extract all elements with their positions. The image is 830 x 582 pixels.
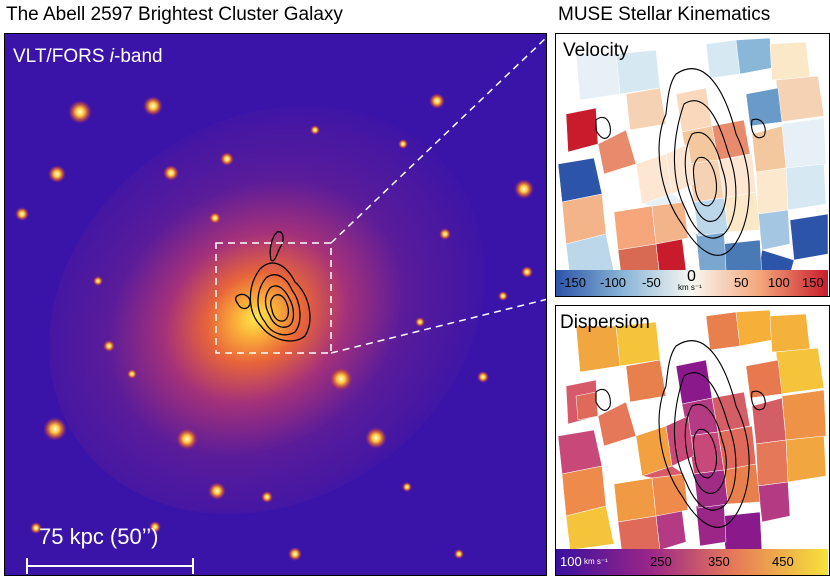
dispersion-colorbar-ticks: 100 km s⁻¹ 250 350 450: [560, 554, 794, 569]
dispersion-colorbar: [556, 549, 828, 575]
field-stars: [15, 93, 534, 561]
side-title: MUSE Stellar Kinematics: [558, 4, 771, 25]
galaxy-image: [5, 34, 546, 575]
instrument-label: VLT/FORS i-band: [13, 46, 163, 67]
zoom-box: [215, 242, 332, 354]
dispersion-contours: [595, 340, 766, 528]
velocity-map-panel: Velocity -150 -100 -50 0 km s⁻¹ 50 100 1…: [555, 33, 830, 297]
main-title: The Abell 2597 Brightest Cluster Galaxy: [6, 4, 343, 25]
dispersion-voronoi-bins: [557, 309, 827, 557]
scale-bar-label: 75 kpc (50’’): [39, 524, 159, 549]
velocity-map: [556, 34, 828, 295]
velocity-label: Velocity: [563, 40, 629, 61]
radio-contours: [234, 231, 311, 342]
velocity-contours: [595, 68, 766, 256]
dispersion-map: [556, 306, 828, 574]
velocity-colorbar: [556, 270, 828, 296]
dispersion-label: Dispersion: [560, 312, 650, 333]
velocity-colorbar-ticks: -150 -100 -50 0 km s⁻¹ 50 100 150: [560, 268, 824, 292]
dispersion-map-panel: Dispersion 100 km s⁻¹ 250 350 450: [555, 305, 830, 576]
galaxy-image-panel: VLT/FORS i-band 75 kpc (50’’): [4, 33, 547, 576]
